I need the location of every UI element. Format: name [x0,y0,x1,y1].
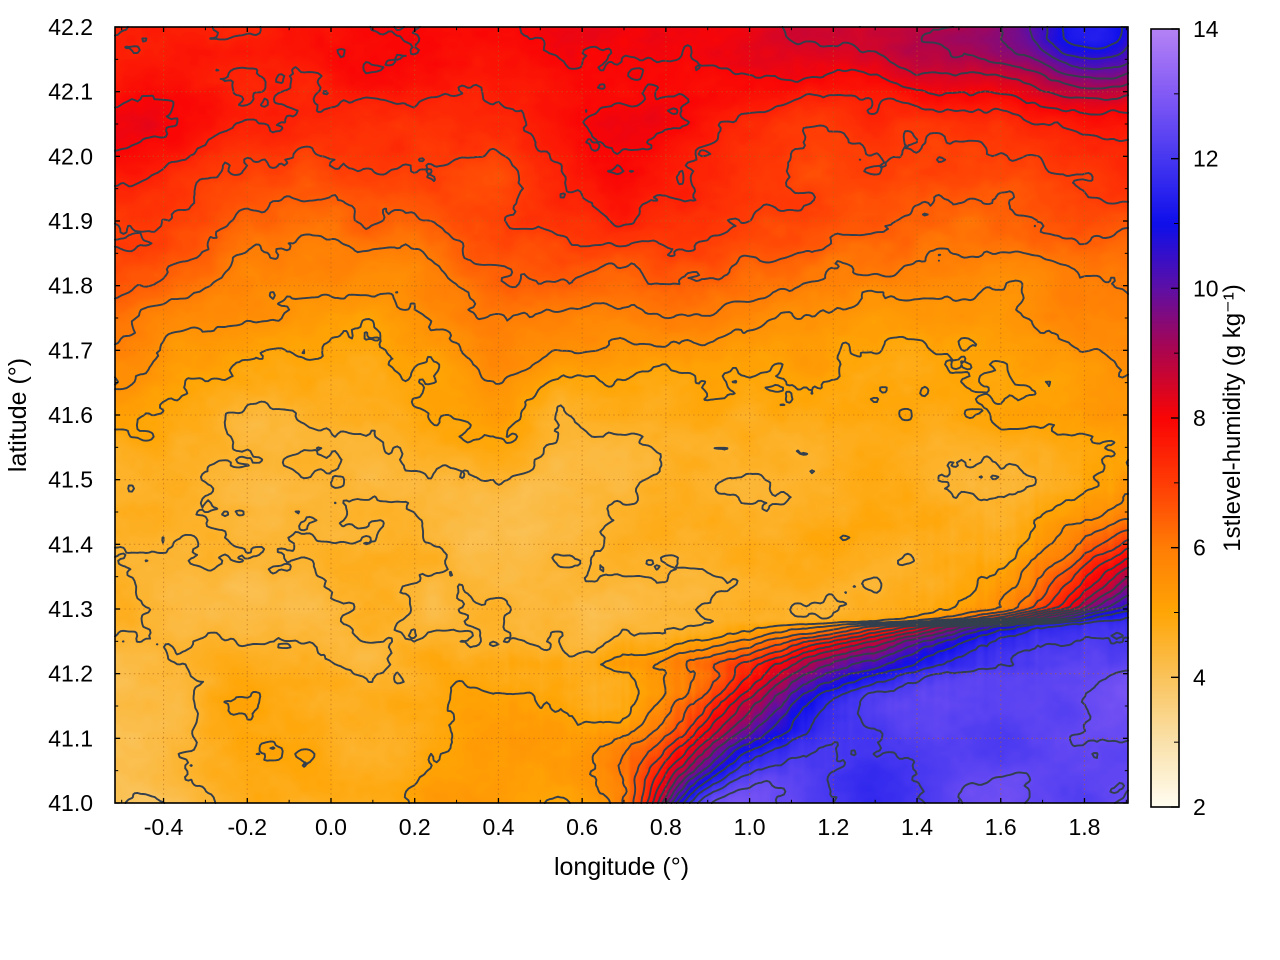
svg-text:2: 2 [1193,794,1206,820]
svg-text:0.0: 0.0 [315,814,347,840]
svg-text:1.0: 1.0 [734,814,766,840]
svg-text:0.6: 0.6 [566,814,598,840]
svg-text:41.6: 41.6 [48,402,93,428]
svg-text:1.2: 1.2 [817,814,849,840]
svg-text:1.4: 1.4 [901,814,933,840]
svg-text:41.9: 41.9 [48,208,93,234]
svg-text:14: 14 [1193,16,1219,42]
svg-text:longitude (°): longitude (°) [554,853,689,881]
svg-text:0.4: 0.4 [482,814,514,840]
svg-text:42.2: 42.2 [48,14,93,40]
svg-text:1.8: 1.8 [1068,814,1100,840]
svg-text:6: 6 [1193,535,1206,561]
svg-text:12: 12 [1193,146,1219,172]
svg-text:4: 4 [1193,664,1206,690]
svg-text:10: 10 [1193,275,1219,301]
svg-text:41.1: 41.1 [48,725,93,751]
svg-text:42.1: 42.1 [48,79,93,105]
svg-text:latitude (°): latitude (°) [4,358,32,472]
svg-text:41.8: 41.8 [48,273,93,299]
svg-text:41.0: 41.0 [48,790,93,816]
svg-text:1.6: 1.6 [985,814,1017,840]
svg-text:-0.4: -0.4 [144,814,184,840]
svg-text:41.5: 41.5 [48,467,93,493]
svg-text:41.3: 41.3 [48,596,93,622]
svg-text:41.2: 41.2 [48,661,93,687]
svg-text:41.4: 41.4 [48,531,93,557]
svg-text:0.2: 0.2 [399,814,431,840]
svg-text:42.0: 42.0 [48,143,93,169]
svg-text:1stlevel-humidity (g kg⁻¹): 1stlevel-humidity (g kg⁻¹) [1219,284,1246,551]
svg-text:8: 8 [1193,405,1206,431]
svg-text:0.8: 0.8 [650,814,682,840]
svg-text:-0.2: -0.2 [227,814,267,840]
svg-text:41.7: 41.7 [48,337,93,363]
